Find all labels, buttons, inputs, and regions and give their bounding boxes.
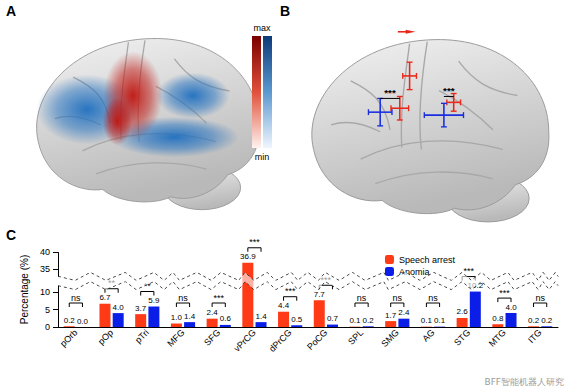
svg-text:10: 10 [40,287,50,297]
svg-text:***: *** [384,87,396,98]
svg-text:1.0: 1.0 [171,313,183,322]
svg-text:1.4: 1.4 [184,312,196,321]
svg-text:0.1: 0.1 [434,316,446,325]
svg-text:ns: ns [71,293,81,303]
svg-text:0.1: 0.1 [349,316,361,325]
svg-text:***: *** [443,85,455,96]
svg-text:***: *** [249,237,260,247]
svg-text:5: 5 [45,305,50,315]
svg-text:SFG: SFG [202,327,222,347]
svg-text:ns: ns [428,293,438,303]
svg-text:B: B [280,3,290,19]
svg-text:ns: ns [178,293,188,303]
svg-text:0.7: 0.7 [327,314,339,323]
svg-text:C: C [6,227,16,243]
svg-text:BFF智能机器人研究: BFF智能机器人研究 [484,377,564,387]
svg-text:7.7: 7.7 [314,290,326,299]
svg-text:AG: AG [420,327,436,343]
svg-text:pTri: pTri [133,327,151,345]
svg-text:ns: ns [535,293,545,303]
svg-text:SPL: SPL [346,327,365,346]
svg-text:Percentage (%): Percentage (%) [19,255,30,324]
svg-text:4.0: 4.0 [505,303,517,312]
svg-text:1.7: 1.7 [385,311,397,320]
svg-text:MTG: MTG [487,327,508,348]
svg-text:STG: STG [452,327,472,347]
svg-text:4.4: 4.4 [278,301,290,310]
svg-text:dPrCG: dPrCG [267,327,293,353]
svg-text:ns: ns [393,293,403,303]
svg-text:2.4: 2.4 [207,308,219,317]
svg-text:A: A [6,3,16,19]
svg-text:0.2: 0.2 [64,316,76,325]
svg-text:4.0: 4.0 [113,303,125,312]
svg-text:5.9: 5.9 [148,296,160,305]
svg-text:max: max [253,23,271,33]
svg-text:6.7: 6.7 [99,293,111,302]
svg-text:pOrb: pOrb [58,327,79,348]
svg-text:0.0: 0.0 [77,317,89,326]
svg-text:vPrCG: vPrCG [232,327,258,353]
svg-text:ITG: ITG [526,327,544,345]
svg-text:40: 40 [40,247,50,257]
svg-text:pOp: pOp [96,327,115,346]
svg-text:35: 35 [40,264,50,274]
svg-text:***: *** [499,288,510,298]
svg-text:0: 0 [45,322,50,332]
svg-text:0.1: 0.1 [421,316,433,325]
svg-text:36.9: 36.9 [240,252,256,261]
svg-text:MFG: MFG [165,327,186,348]
svg-text:ns: ns [357,293,367,303]
svg-text:min: min [255,152,270,162]
svg-text:PoCG: PoCG [305,327,329,351]
svg-text:0.2: 0.2 [541,316,553,325]
svg-text:***: *** [285,286,296,296]
svg-text:2.6: 2.6 [457,307,469,316]
svg-text:SMG: SMG [379,327,401,349]
svg-text:0.2: 0.2 [363,316,375,325]
svg-text:0.5: 0.5 [291,315,303,324]
svg-text:0.6: 0.6 [220,314,232,323]
svg-text:0.2: 0.2 [528,316,540,325]
svg-text:1.4: 1.4 [255,312,267,321]
svg-text:Speech arrest: Speech arrest [399,255,456,265]
svg-text:2.4: 2.4 [398,308,410,317]
svg-text:***: *** [213,293,224,303]
svg-text:3.7: 3.7 [135,304,147,313]
svg-text:0.8: 0.8 [492,314,504,323]
svg-text:Anomia: Anomia [399,266,430,277]
